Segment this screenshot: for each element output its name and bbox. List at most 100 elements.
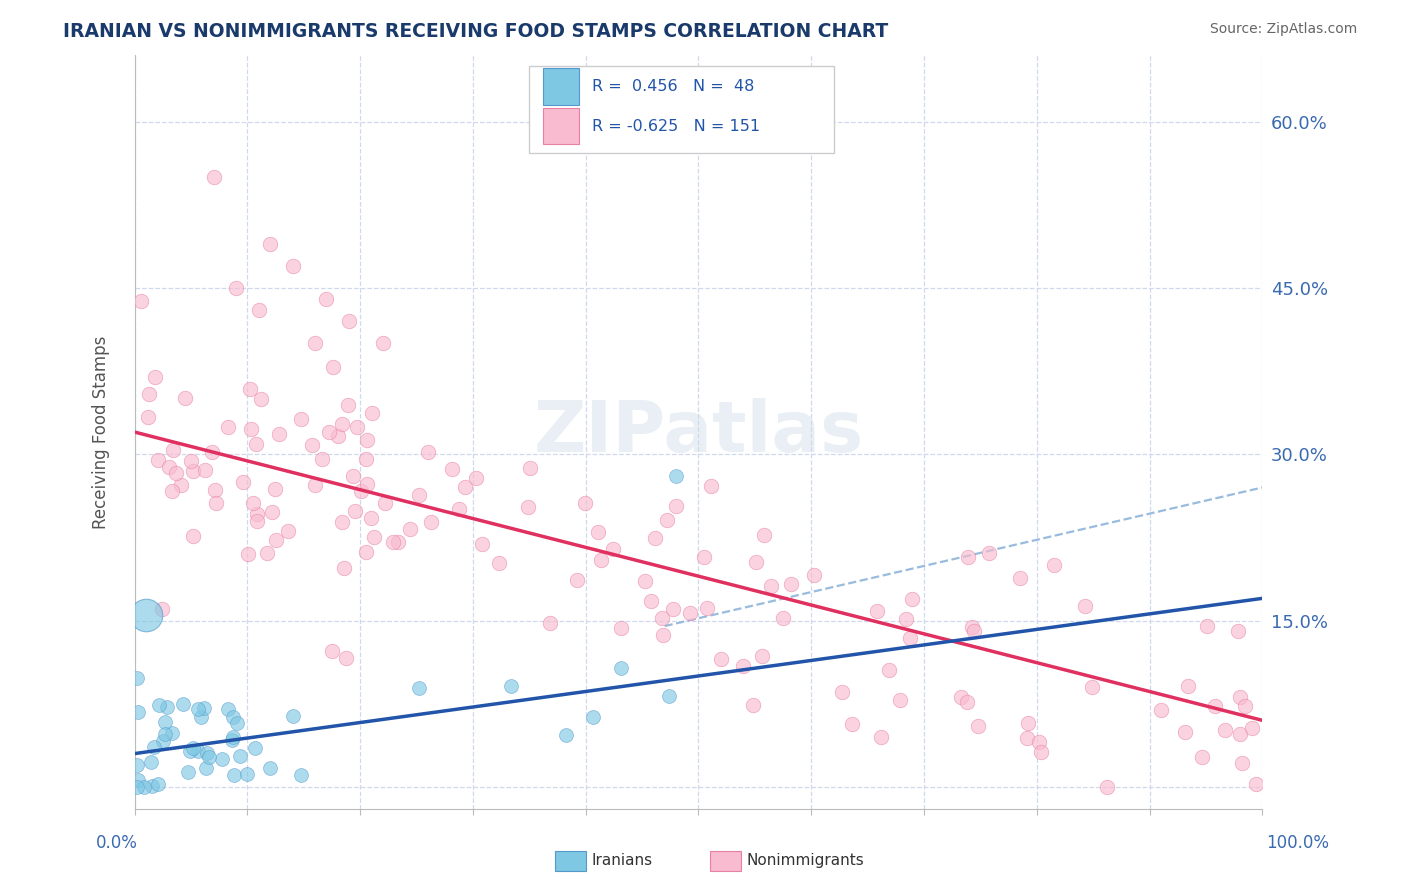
Point [831, 685, 853, 699]
Point [516, 500, 538, 514]
Point [125, 671, 148, 685]
Point [245, 437, 267, 451]
Point [1008, 571, 1031, 585]
Point [344, 504, 367, 518]
Point [610, 661, 633, 675]
Point [125, 758, 148, 772]
Point [356, 433, 378, 447]
Point [538, 615, 561, 630]
Point [866, 604, 889, 618]
Point [742, 698, 765, 712]
Point [148, 777, 170, 791]
Point [634, 574, 657, 589]
Point [744, 555, 766, 569]
Point [301, 438, 323, 452]
Point [1213, 723, 1236, 738]
Point [243, 741, 266, 756]
Point [1226, 624, 1249, 638]
Point [346, 419, 368, 434]
Point [132, 780, 155, 794]
Point [326, 429, 349, 443]
Point [1017, 716, 1039, 731]
Point [342, 469, 364, 483]
Point [803, 568, 825, 582]
Point [555, 728, 578, 742]
Point [471, 537, 494, 551]
Point [201, 444, 224, 458]
Point [239, 383, 262, 397]
Point [335, 651, 357, 665]
Text: 0.0%: 0.0% [96, 834, 138, 852]
Point [148, 698, 170, 712]
Point [195, 746, 218, 760]
Point [131, 293, 153, 308]
Point [1191, 750, 1213, 764]
Point [225, 281, 247, 295]
Point [204, 496, 226, 510]
Point [1240, 722, 1263, 736]
Point [1028, 735, 1050, 749]
Text: IRANIAN VS NONIMMIGRANTS RECEIVING FOOD STAMPS CORRELATION CHART: IRANIAN VS NONIMMIGRANTS RECEIVING FOOD … [63, 22, 889, 41]
Point [277, 524, 299, 539]
Point [488, 556, 510, 570]
Point [761, 579, 783, 593]
Point [751, 649, 773, 664]
Point [499, 680, 522, 694]
Point [387, 535, 409, 549]
Point [399, 522, 422, 536]
Point [356, 545, 378, 559]
Bar [543, 69, 579, 104]
Point [1074, 599, 1097, 613]
Point [179, 744, 201, 758]
Point [232, 475, 254, 490]
Point [1177, 679, 1199, 693]
Text: R =  0.456   N =  48: R = 0.456 N = 48 [592, 79, 755, 94]
Point [136, 410, 159, 425]
Point [869, 730, 891, 744]
Point [263, 482, 285, 496]
Point [304, 478, 326, 492]
Point [202, 170, 225, 185]
Point [222, 731, 245, 745]
Point [416, 445, 439, 459]
Point [141, 779, 163, 793]
Point [259, 761, 281, 775]
Point [156, 699, 179, 714]
Point [699, 479, 721, 493]
Point [957, 549, 980, 564]
Point [183, 741, 205, 756]
Point [371, 336, 394, 351]
Point [420, 515, 443, 529]
Point [236, 767, 259, 781]
Text: Iranians: Iranians [592, 854, 652, 868]
Point [150, 602, 173, 616]
Point [247, 303, 270, 318]
Point [454, 480, 477, 494]
Point [242, 496, 264, 510]
Point [226, 716, 249, 731]
Point [1233, 698, 1256, 713]
Point [950, 690, 973, 704]
Point [187, 702, 209, 716]
Point [1150, 703, 1173, 717]
FancyBboxPatch shape [529, 66, 834, 153]
Text: Source: ZipAtlas.com: Source: ZipAtlas.com [1209, 22, 1357, 37]
Point [644, 531, 666, 545]
Point [696, 601, 718, 615]
Point [336, 398, 359, 412]
Point [143, 740, 166, 755]
Point [651, 611, 673, 625]
Point [166, 466, 188, 480]
Point [966, 719, 988, 733]
Point [198, 750, 221, 764]
Point [330, 417, 353, 432]
Point [441, 462, 464, 476]
Point [187, 744, 209, 758]
Point [221, 733, 243, 747]
Bar [543, 108, 579, 145]
Point [1197, 618, 1219, 632]
Point [693, 549, 716, 564]
Point [956, 695, 979, 709]
Point [217, 419, 239, 434]
Point [1246, 777, 1268, 791]
